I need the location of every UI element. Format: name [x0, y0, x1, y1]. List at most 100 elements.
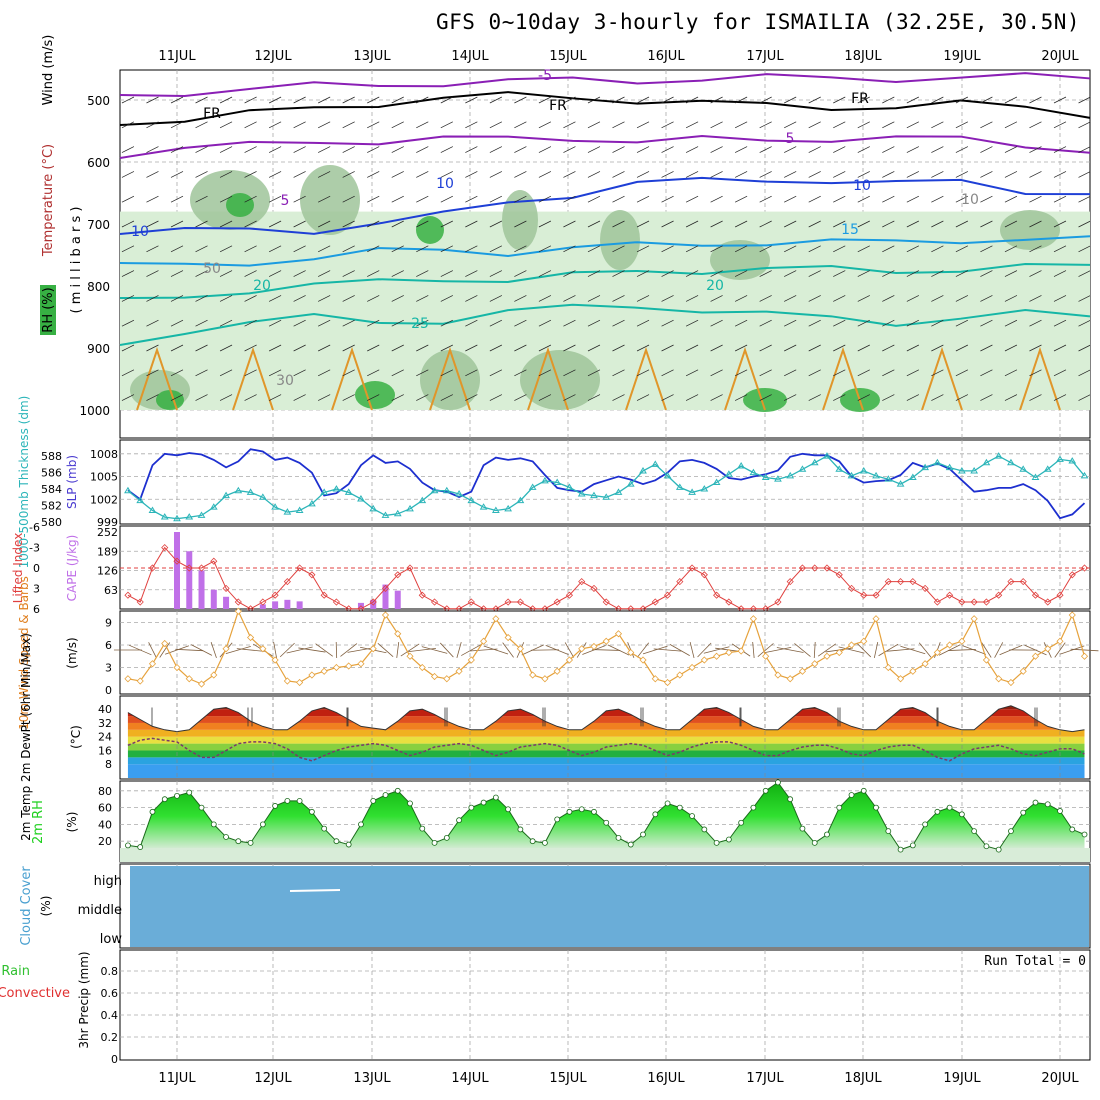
li-point	[1007, 578, 1015, 586]
wind-barb	[465, 245, 478, 253]
wind-barb	[857, 220, 870, 228]
wind-speed-point	[406, 652, 414, 660]
surface-wind-barb	[461, 644, 482, 656]
wind-barb	[121, 319, 135, 327]
rh2m-point	[689, 813, 695, 819]
wind-barb	[367, 369, 380, 377]
wind-barb	[538, 220, 552, 228]
day-label-bottom: 19JUL	[943, 1071, 981, 1086]
wind-barb	[219, 96, 233, 104]
wind-barb	[980, 344, 993, 352]
wind-barb	[293, 295, 306, 302]
surface-wind-barb	[669, 643, 690, 657]
li-point	[1068, 571, 1076, 579]
cape-bar	[210, 589, 217, 609]
wind-barb	[195, 195, 208, 203]
thickness-point	[344, 488, 353, 495]
wind-barb	[121, 270, 135, 277]
wind-barb	[587, 319, 601, 327]
wind-speed-point	[455, 667, 463, 675]
thickness-line	[127, 455, 1086, 520]
li-point	[259, 598, 267, 606]
wind-barb	[293, 96, 306, 104]
y-tick-label: 8	[105, 758, 112, 771]
y-tick-label: low	[100, 932, 123, 947]
wind-barb	[759, 319, 772, 327]
wind-barb	[121, 220, 135, 228]
panel-slp: 588 586 584 582 580 1008 1005 1002 999 1000-500mb…	[17, 396, 1091, 568]
wind-barb	[587, 220, 601, 228]
wind-barb	[318, 394, 331, 401]
wind-speed-point	[762, 652, 770, 660]
y-tick-left: 582	[41, 500, 62, 513]
wind-barb	[808, 245, 821, 253]
day-label-top: 13JUL	[353, 49, 391, 64]
wind-barb	[906, 369, 919, 377]
wind-barb	[170, 245, 184, 253]
wind-barb	[685, 344, 699, 352]
y-tick-left: 586	[41, 467, 62, 480]
cape-bar	[259, 604, 266, 609]
wind-barb	[489, 96, 503, 104]
wind-speed-point	[234, 607, 242, 615]
surface-wind-barb	[340, 643, 358, 657]
thickness-point	[823, 452, 831, 459]
wind-speed-point	[283, 677, 291, 685]
surface-temp-contour	[625, 346, 667, 411]
li-point	[663, 591, 672, 599]
wind-barb	[1004, 319, 1018, 327]
wind-barb	[195, 245, 208, 253]
wind-barb	[268, 121, 282, 129]
li-point	[1019, 578, 1027, 586]
wind-barb	[416, 96, 429, 104]
wind-barb	[195, 146, 208, 153]
thickness-point	[148, 506, 157, 513]
wind-barb	[170, 195, 184, 203]
wind-barb	[612, 319, 625, 327]
thickness-point	[835, 465, 844, 472]
wind-barb	[268, 195, 282, 203]
wind-barb	[955, 171, 969, 178]
wind-speed-point	[921, 660, 929, 668]
rh2m-point	[750, 804, 757, 811]
rh2m-point	[591, 808, 597, 815]
wind-barb	[857, 295, 870, 302]
rh2m-point	[1069, 826, 1076, 833]
wind-speed-point	[529, 671, 537, 679]
rh2m-point	[922, 821, 928, 828]
wind-barb	[1053, 270, 1067, 277]
wind-barb	[587, 171, 601, 178]
rh2m-point	[210, 821, 217, 828]
wind-barb	[808, 121, 821, 129]
wind-barb	[784, 295, 797, 302]
surface-wind-barb	[1054, 642, 1066, 658]
rh2m-point	[309, 808, 315, 815]
temp-line	[127, 705, 1085, 733]
wind-barb	[931, 270, 944, 277]
rh2m-point	[149, 808, 156, 815]
day-label-bottom: 15JUL	[549, 1071, 587, 1086]
wind-barb	[636, 146, 650, 153]
wind-barb	[906, 220, 919, 228]
surface-wind-barb	[530, 649, 559, 651]
wind-barb	[219, 295, 233, 302]
temperature-contour	[119, 72, 1091, 97]
wind-barb	[808, 369, 821, 377]
wind-barb	[489, 394, 503, 401]
y-tick-label: high	[94, 874, 122, 889]
wind-speed-point	[946, 641, 954, 649]
wind-barb	[906, 195, 919, 203]
li-point	[406, 564, 414, 572]
wind-barb	[146, 295, 159, 302]
wind-barb	[489, 344, 503, 352]
temperature-contour	[119, 91, 1091, 126]
li-point	[222, 584, 230, 592]
surface-wind-barb	[757, 643, 774, 657]
surface-wind-barb	[315, 643, 334, 657]
rh2m-point	[358, 821, 364, 828]
contour-label: 10	[961, 192, 979, 208]
wind-barb	[661, 270, 674, 277]
wind-barb	[342, 220, 355, 228]
wind-barb	[342, 195, 355, 203]
wind-speed-point	[565, 656, 574, 664]
